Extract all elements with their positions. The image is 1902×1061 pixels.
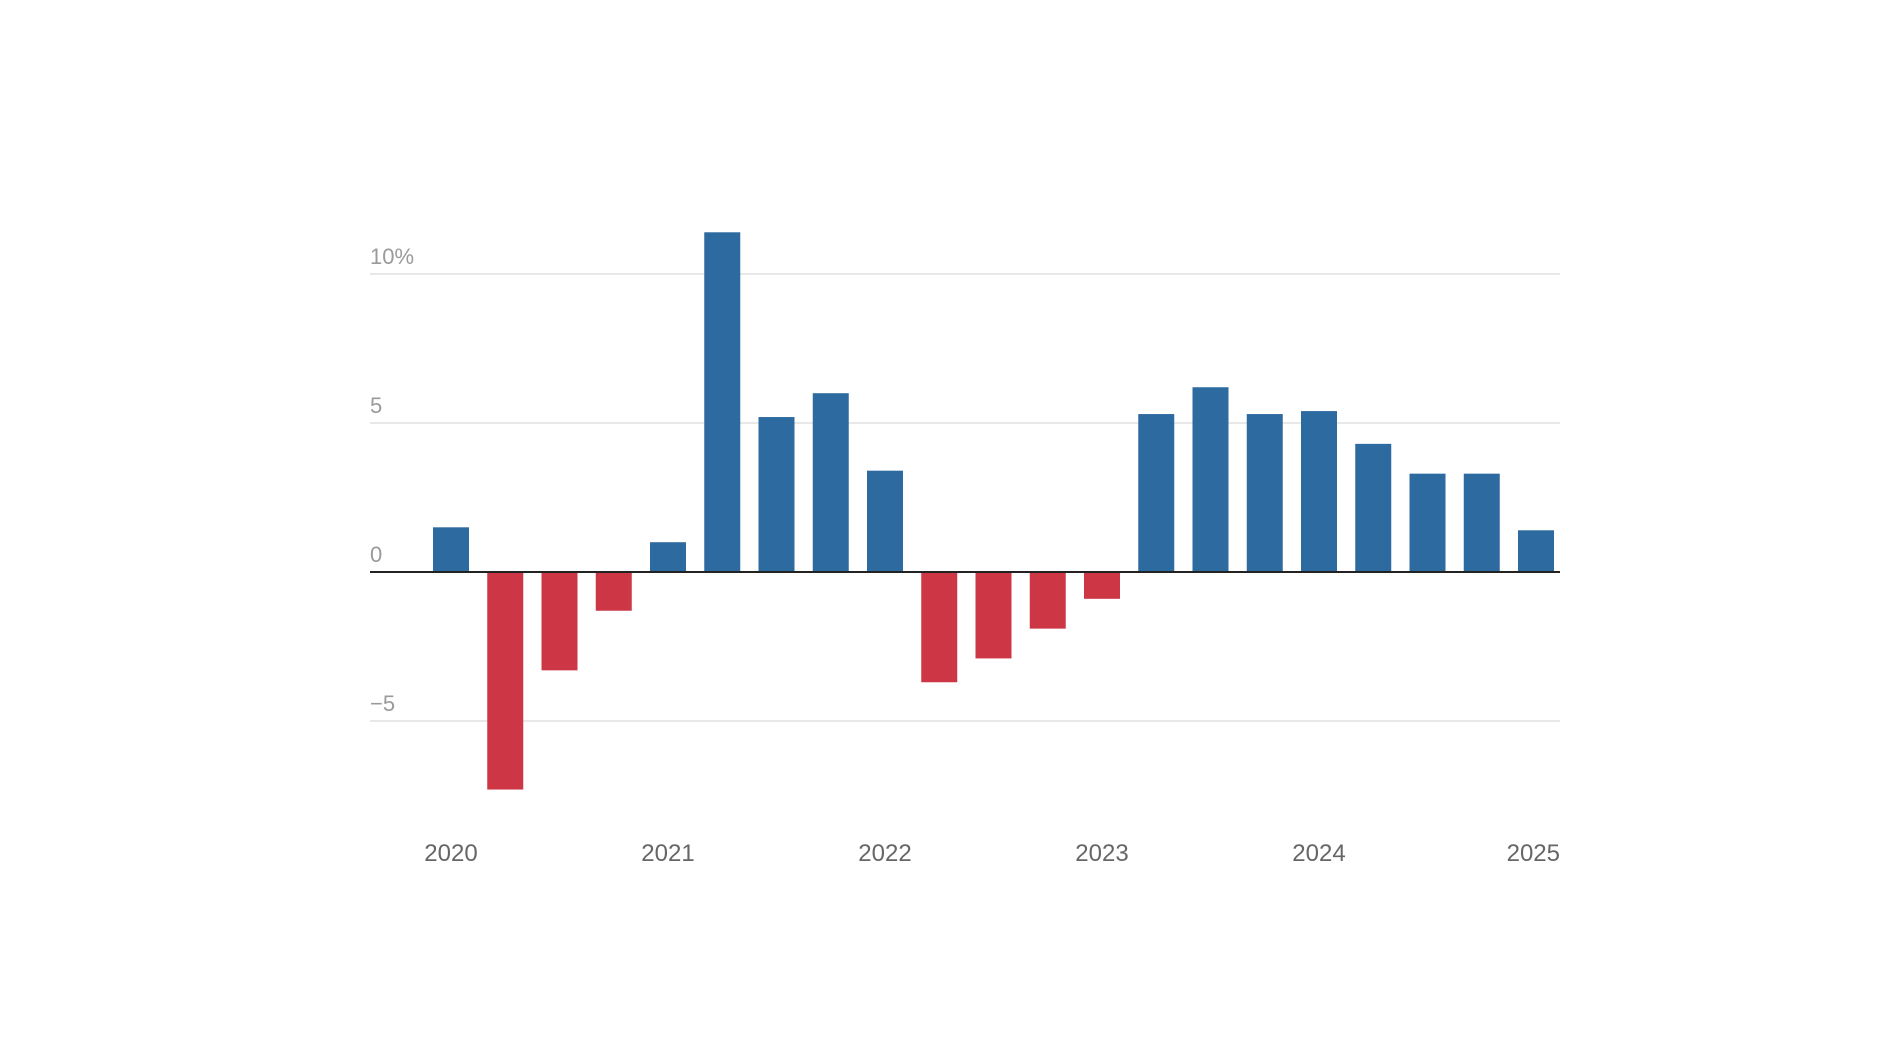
y-tick-label: 5 (370, 393, 382, 418)
x-tick-label: 2024 (1292, 840, 1345, 867)
bar-negative: 2022 Q2: -3.7% (921, 572, 958, 683)
bar-negative: 2023 Q1: -0.9% (1084, 572, 1120, 599)
bar-negative: 2020 Q2: -7.3% (487, 572, 524, 790)
bar-positive: 2021 Q3: 5.2% (758, 417, 795, 572)
bar-positive: 2025 Q1: 1.4% (1518, 530, 1554, 572)
y-tick-label: 10% (370, 244, 414, 269)
bar-positive: 2021 Q4: 6% (812, 393, 849, 572)
x-tick-label: 2022 (858, 840, 911, 867)
bar-positive: 2023 Q3: 6.2% (1192, 387, 1229, 572)
bar-positive: 2021 Q2: 11.4% (704, 232, 741, 572)
x-tick-label: 2021 (641, 840, 694, 867)
bar-positive: 2024 Q4: 3.3% (1463, 473, 1500, 572)
x-axis-labels: 2020 2021 2022 2023 2024 2025 (424, 840, 1560, 867)
bar-negative: 2020 Q3: -3.3% (541, 572, 578, 671)
bar-positive: 2020 Q1: 1.5% (433, 527, 469, 572)
y-axis-labels: 10% 5 0 −5 (370, 244, 414, 716)
x-tick-label: 2020 (424, 840, 477, 867)
bar-positive: 2023 Q4: 5.3% (1246, 414, 1283, 572)
x-tick-label: 2023 (1075, 840, 1128, 867)
bar-positive: 2023 Q2: 5.3% (1138, 414, 1175, 572)
bar-positive: 2022 Q1: 3.4% (867, 470, 903, 572)
bar-positive: 2024 Q2: 4.3% (1355, 443, 1392, 572)
bar-positive: 2024 Q3: 3.3% (1409, 473, 1446, 572)
x-tick-label: 2025 (1507, 840, 1560, 867)
bar-positive: 2024 Q1: 5.4% (1301, 411, 1337, 572)
bar-positive: 2021 Q1: 1% (650, 542, 686, 572)
bar-negative: 2022 Q4: -1.9% (1029, 572, 1066, 629)
y-tick-label: −5 (370, 691, 395, 716)
bar-negative: 2022 Q3: -2.9% (975, 572, 1012, 659)
bar-negative: 2020 Q4: -1.3% (595, 572, 632, 611)
y-tick-label: 0 (370, 542, 382, 567)
bars: 2020 Q1: 1.5% 2020 Q2: -7.3% 2020 Q3: -3.3… (433, 232, 1554, 790)
gridlines (370, 273, 1560, 722)
